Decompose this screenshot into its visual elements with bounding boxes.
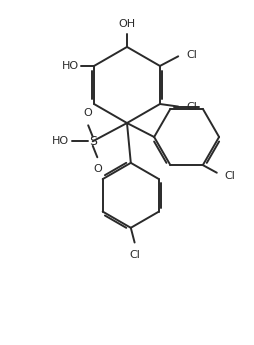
- Text: Cl: Cl: [187, 50, 198, 60]
- Text: Cl: Cl: [187, 102, 198, 112]
- Text: S: S: [89, 135, 97, 148]
- Text: O: O: [93, 164, 102, 174]
- Text: O: O: [83, 108, 92, 118]
- Text: HO: HO: [52, 136, 69, 146]
- Text: HO: HO: [62, 61, 79, 71]
- Text: OH: OH: [118, 19, 136, 29]
- Text: Cl: Cl: [129, 250, 140, 260]
- Text: Cl: Cl: [225, 171, 235, 181]
